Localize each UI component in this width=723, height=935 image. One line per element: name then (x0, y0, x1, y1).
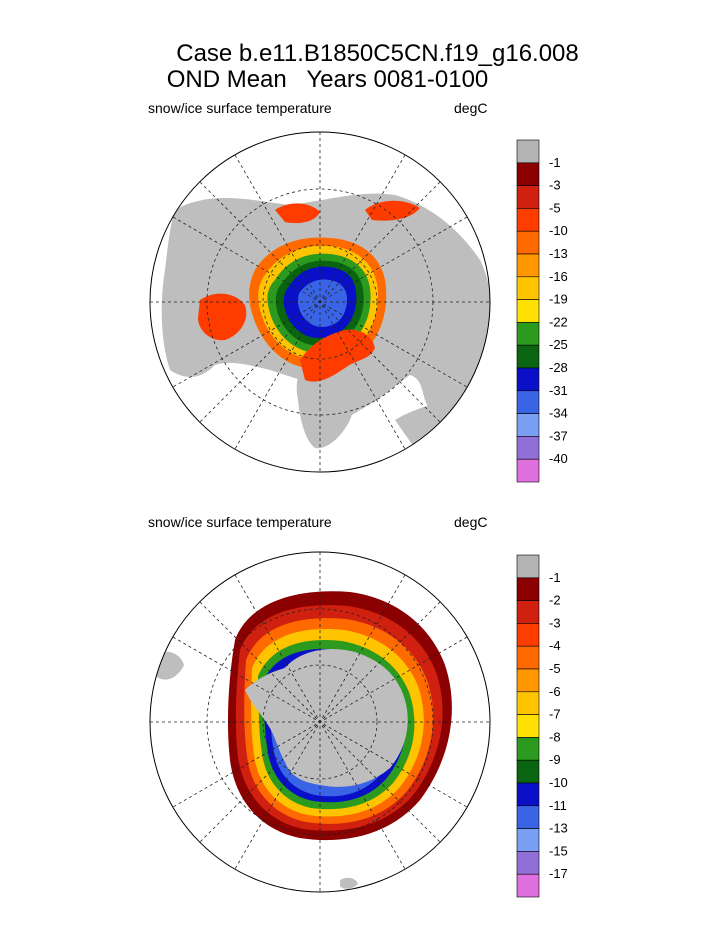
south-colorbar-tick-label: -4 (549, 638, 561, 653)
north-ice-barents-tongue (300, 329, 375, 382)
south-colorbar-tick-label: -7 (549, 707, 561, 722)
south-colorbar-swatch (516, 714, 540, 738)
north-colorbar-swatch (516, 367, 540, 392)
north-variable-label: snow/ice surface temperature (148, 100, 332, 116)
north-colorbar-swatch (516, 208, 540, 232)
north-colorbar-swatch (516, 299, 540, 323)
north-ice-bering (275, 203, 320, 224)
south-colorbar-swatch (516, 577, 540, 601)
north-colorbar-swatch (516, 390, 540, 414)
north-colorbar-tick-label: -37 (549, 428, 568, 443)
south-colorbar-swatch (516, 645, 540, 670)
north-colorbar-tick-label: -25 (549, 337, 568, 352)
south-colorbar-tick-label: -1 (549, 570, 561, 585)
north-colorbar: -1 -3 -5 -10 -13 -16 -19 -22 -25 -28 -31 -34 -37 -40 (516, 139, 568, 483)
north-colorbar-swatch (516, 458, 540, 483)
south-colorbar-tick-label: -3 (549, 615, 561, 630)
north-colorbar-tick-label: -22 (549, 314, 568, 329)
south-colorbar-swatch (516, 600, 540, 624)
north-colorbar-tick-label: -34 (549, 406, 568, 421)
south-colorbar-swatch (516, 691, 540, 715)
north-colorbar-tick-label: -40 (549, 451, 568, 466)
north-colorbar-swatch (516, 230, 540, 255)
north-colorbar-tick-label: -19 (549, 292, 568, 307)
north-colorbar-swatch (516, 322, 540, 346)
north-colorbar-tick-label: -3 (549, 178, 561, 193)
south-colorbar-tick-label: -13 (549, 821, 568, 836)
north-land-greenland (296, 365, 357, 449)
south-colorbar-tick-label: -11 (549, 798, 567, 813)
north-ice-lightblue (298, 279, 347, 327)
north-units-label: degC (454, 100, 488, 116)
south-colorbar-tick-label: -6 (549, 684, 561, 699)
south-polar-map (149, 551, 491, 893)
plot-title-case: Case b.e11.B1850C5CN.f19_g16.008 (176, 40, 579, 67)
south-colorbar-tick-label: -5 (549, 661, 561, 676)
south-colorbar-tick-label: -15 (549, 843, 568, 858)
north-colorbar-swatch (516, 436, 540, 460)
north-colorbar-swatch (516, 253, 540, 278)
north-colorbar-tick-label: -31 (549, 383, 568, 398)
south-colorbar-swatch (516, 805, 540, 829)
north-colorbar-tick-label: -5 (549, 200, 561, 215)
south-colorbar-tick-label: -10 (549, 775, 568, 790)
south-units-label: degC (454, 514, 488, 530)
north-colorbar-tick-label: -10 (549, 223, 568, 238)
north-colorbar-tick-label: -28 (549, 360, 568, 375)
south-colorbar-swatch (516, 759, 540, 784)
north-colorbar-tick-label: -16 (549, 269, 568, 284)
north-colorbar-tick-label: -13 (549, 246, 568, 261)
north-colorbar-swatch (516, 413, 540, 437)
south-colorbar-swatch (516, 737, 540, 761)
south-colorbar-swatch (516, 623, 540, 647)
south-colorbar: -1 -2 -3 -4 -5 -6 -7 -8 -9 -10 -11 -13 -15 -17 (516, 554, 568, 898)
north-ice-bering-east (365, 200, 420, 221)
south-colorbar-swatch (516, 851, 540, 875)
south-colorbar-swatch (516, 782, 540, 807)
south-colorbar-swatch (516, 554, 540, 579)
south-colorbar-tick-label: -2 (549, 593, 561, 608)
south-variable-label: snow/ice surface temperature (148, 514, 332, 530)
plot-title-period: OND Mean Years 0081-0100 (166, 66, 489, 93)
north-ice-hudson (198, 293, 247, 341)
south-land-small-island (340, 877, 358, 889)
north-colorbar-swatch (516, 276, 540, 300)
south-colorbar-swatch (516, 828, 540, 852)
north-colorbar-swatch (516, 162, 540, 186)
south-colorbar-swatch (516, 668, 540, 693)
north-colorbar-tick-label: -1 (549, 155, 561, 170)
south-colorbar-tick-label: -9 (549, 752, 561, 767)
north-colorbar-swatch (516, 185, 540, 209)
north-colorbar-swatch (516, 139, 540, 164)
south-colorbar-tick-label: -8 (549, 729, 561, 744)
south-colorbar-tick-label: -17 (549, 866, 568, 881)
north-polar-map (149, 131, 491, 473)
north-colorbar-swatch (516, 344, 540, 369)
south-colorbar-swatch (516, 873, 540, 898)
